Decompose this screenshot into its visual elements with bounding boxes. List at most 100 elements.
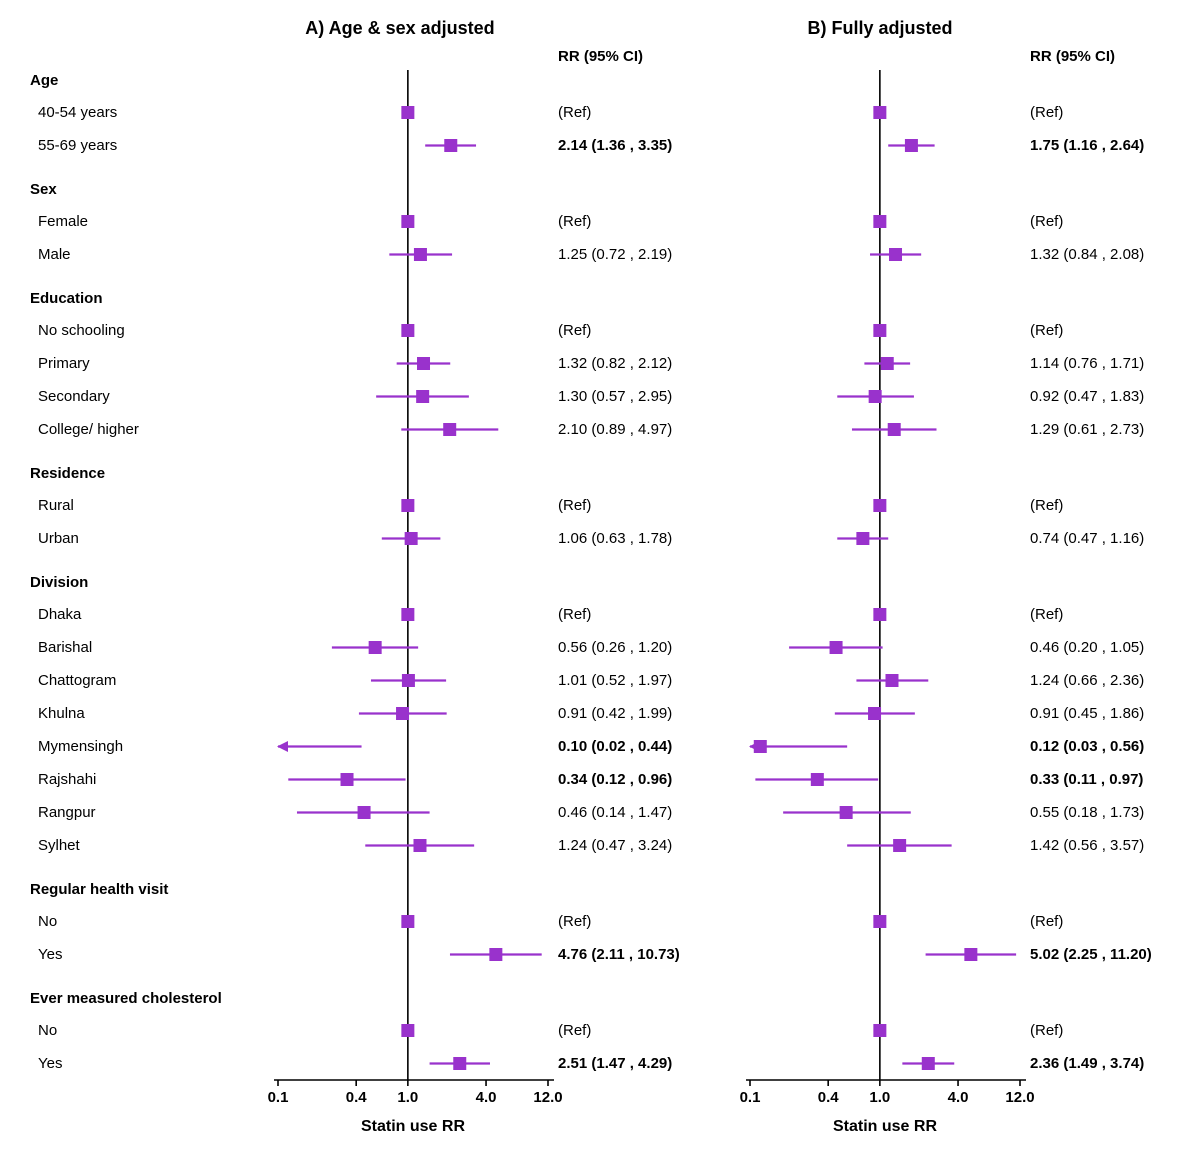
rr-ci-text: (Ref) (558, 103, 592, 121)
row-label: No (38, 912, 58, 930)
rr-ci-text: (Ref) (1030, 496, 1064, 514)
rr-ci-text: 0.91 (0.42 , 1.99) (558, 704, 673, 722)
group-label: Division (30, 574, 89, 591)
rr-ci-text: 1.42 (0.56 , 3.57) (1030, 836, 1145, 854)
point-marker (964, 948, 978, 961)
x-tick-label: 0.1 (740, 1089, 761, 1106)
ref-marker (873, 106, 887, 119)
row-label: Barishal (38, 638, 93, 656)
point-marker (856, 532, 870, 545)
rr-ci-text: 0.56 (0.26 , 1.20) (558, 638, 673, 656)
row-label: Chattogram (38, 671, 117, 689)
rr-ci-text: 1.30 (0.57 , 2.95) (558, 387, 673, 405)
row-label: Female (38, 212, 89, 230)
point-marker (413, 839, 427, 852)
point-marker (887, 423, 901, 436)
ref-marker (873, 608, 887, 621)
point-marker (416, 390, 430, 403)
ref-marker (873, 499, 887, 512)
rr-ci-text: 1.24 (0.66 , 2.36) (1030, 671, 1145, 689)
rr-ci-text: (Ref) (558, 1021, 592, 1039)
x-tick-label: 4.0 (476, 1089, 497, 1106)
x-tick-label: 0.4 (346, 1089, 368, 1106)
rr-ci-text: 0.55 (0.18 , 1.73) (1030, 803, 1145, 821)
point-marker (401, 674, 415, 687)
row-label: Primary (38, 354, 90, 372)
row-label: Khulna (38, 704, 85, 722)
panel-a-xaxis-label: Statin use RR (360, 1118, 465, 1135)
rr-ci-text: (Ref) (1030, 605, 1064, 623)
panel-b-xaxis-label: Statin use RR (832, 1118, 937, 1135)
point-marker (453, 1057, 467, 1070)
x-tick-label: 1.0 (869, 1089, 890, 1106)
point-marker (340, 773, 354, 786)
ref-marker (401, 324, 415, 337)
x-tick-label: 12.0 (1005, 1089, 1034, 1106)
point-marker (839, 806, 853, 819)
ref-marker (401, 499, 415, 512)
rr-ci-text: (Ref) (1030, 103, 1064, 121)
group-label: Age (30, 72, 59, 89)
x-tick-label: 0.1 (268, 1089, 289, 1106)
row-label: 55-69 years (38, 136, 118, 154)
row-label: Rural (38, 496, 74, 514)
x-tick-label: 0.4 (818, 1089, 840, 1106)
panel-a-title: A) Age & sex adjusted (305, 18, 495, 38)
row-label: Rangpur (38, 803, 96, 821)
x-tick-label: 12.0 (533, 1089, 562, 1106)
rr-ci-text: 1.32 (0.82 , 2.12) (558, 354, 673, 372)
point-marker (904, 139, 918, 152)
group-label: Residence (30, 465, 106, 482)
point-marker (868, 707, 882, 720)
rr-ci-text: (Ref) (1030, 212, 1064, 230)
rr-ci-text: 0.10 (0.02 , 0.44) (558, 737, 673, 755)
panel-b-ci-header: RR (95% CI) (1030, 48, 1116, 65)
group-label: Ever measured cholesterol (30, 990, 222, 1007)
rr-ci-text: (Ref) (558, 212, 592, 230)
point-marker (413, 248, 427, 261)
point-marker (368, 641, 382, 654)
row-label: College/ higher (38, 420, 139, 438)
rr-ci-text: 1.32 (0.84 , 2.08) (1030, 245, 1145, 263)
point-marker (444, 139, 458, 152)
ref-marker (873, 1024, 887, 1037)
point-marker (417, 357, 431, 370)
rr-ci-text: 0.12 (0.03 , 0.56) (1030, 737, 1145, 755)
rr-ci-text: 2.51 (1.47 , 4.29) (558, 1054, 673, 1072)
row-label: 40-54 years (38, 103, 118, 121)
x-tick-label: 4.0 (948, 1089, 969, 1106)
rr-ci-text: 4.76 (2.11 , 10.73) (558, 945, 680, 963)
point-marker (829, 641, 843, 654)
group-label: Sex (30, 181, 57, 198)
rr-ci-text: 1.29 (0.61 , 2.73) (1030, 420, 1145, 438)
rr-ci-text: (Ref) (558, 321, 592, 339)
point-marker (885, 674, 899, 687)
row-label: Male (38, 245, 71, 263)
arrow-left (277, 741, 288, 752)
point-marker (404, 532, 418, 545)
row-label: Yes (38, 945, 63, 963)
rr-ci-text: 1.24 (0.47 , 3.24) (558, 836, 673, 854)
rr-ci-text: (Ref) (1030, 321, 1064, 339)
point-marker (489, 948, 503, 961)
ref-marker (401, 1024, 415, 1037)
panel-a-ci-header: RR (95% CI) (558, 48, 644, 65)
ref-marker (873, 215, 887, 228)
point-marker (443, 423, 457, 436)
point-marker (889, 248, 903, 261)
rr-ci-text: 0.92 (0.47 , 1.83) (1030, 387, 1145, 405)
point-marker (753, 740, 767, 753)
rr-ci-text: 1.75 (1.16 , 2.64) (1030, 136, 1145, 154)
rr-ci-text: 0.91 (0.45 , 1.86) (1030, 704, 1145, 722)
rr-ci-text: 1.14 (0.76 , 1.71) (1030, 354, 1145, 372)
group-label: Education (30, 290, 103, 307)
rr-ci-text: (Ref) (1030, 912, 1064, 930)
rr-ci-text: 0.33 (0.11 , 0.97) (1030, 770, 1144, 788)
row-label: No schooling (38, 321, 125, 339)
point-marker (396, 707, 410, 720)
point-marker (880, 357, 894, 370)
point-marker (357, 806, 371, 819)
rr-ci-text: 0.34 (0.12 , 0.96) (558, 770, 673, 788)
rr-ci-text: 0.46 (0.14 , 1.47) (558, 803, 673, 821)
